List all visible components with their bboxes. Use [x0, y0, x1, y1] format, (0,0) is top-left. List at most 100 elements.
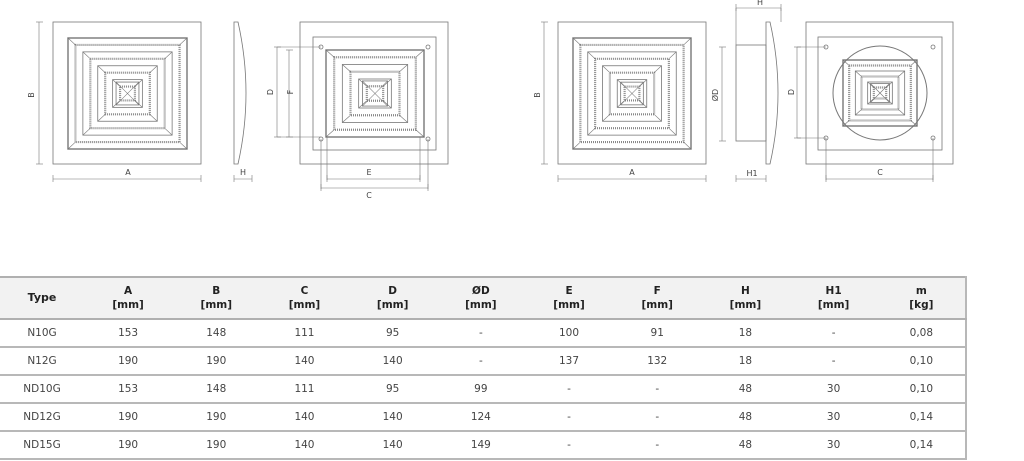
grille-corner	[910, 120, 918, 127]
grille-corner	[587, 127, 596, 136]
grille-frame	[97, 65, 158, 122]
spec-table: Type A [mm] B [mm] C [mm] D [mm] ØD [mm] E [mm] F [mm]…	[0, 276, 968, 460]
grille-corner	[842, 59, 850, 66]
grille-frame	[872, 86, 888, 100]
table-cell: -	[436, 319, 525, 348]
table-cell: 0,14	[877, 431, 968, 460]
grille-frame	[616, 79, 648, 108]
grille-corner	[97, 65, 106, 73]
back-view-inner	[817, 36, 943, 151]
grille-center	[620, 81, 644, 106]
table-cell: 100	[524, 319, 614, 348]
front-view-outer	[52, 21, 202, 165]
table-cell: 48	[701, 403, 790, 432]
grille-cross	[115, 81, 140, 106]
header-name: H1	[825, 285, 842, 297]
header-unit: [kg]	[909, 299, 934, 311]
grille-cross	[870, 83, 890, 103]
front-view-outer	[557, 21, 707, 165]
header-unit: [mm]	[641, 299, 673, 311]
header-unit: [mm]	[817, 299, 850, 311]
grille-frame	[854, 70, 906, 116]
column-header-col3: C [mm]	[260, 276, 349, 320]
label-C: C	[366, 191, 372, 200]
grille-frame	[118, 85, 137, 102]
table-cell: 0,10	[877, 375, 968, 404]
grille-frame	[579, 43, 685, 144]
label-H: H	[757, 0, 763, 7]
grille-corner	[898, 109, 905, 116]
header-unit: [mm]	[729, 299, 762, 311]
grille-corner	[179, 141, 188, 150]
table-cell: ND10G	[0, 375, 84, 404]
label-OD: ØD	[710, 89, 720, 101]
grille-corner	[683, 141, 692, 150]
label-A: A	[125, 168, 131, 177]
table-cell: 0,08	[877, 319, 968, 348]
grille-corner	[855, 70, 862, 77]
table-cell: 95	[348, 375, 437, 404]
grille-frame	[860, 75, 900, 111]
grille-corner	[325, 49, 335, 58]
table-cell: 148	[172, 319, 261, 348]
table-cell: 140	[348, 403, 437, 432]
grille-center	[115, 81, 140, 106]
screw-hole	[425, 44, 431, 50]
grille-corner	[415, 49, 425, 58]
table-cell: 124	[436, 403, 525, 432]
grille-corner	[572, 141, 581, 150]
grille-frame	[572, 37, 692, 150]
table-cell: 153	[84, 375, 173, 404]
label-A: A	[629, 168, 635, 177]
grille-corner	[855, 109, 862, 116]
table-row: N10G 153 148 111 95-100 91 18-0,08	[0, 319, 968, 348]
grille-corner	[149, 65, 158, 73]
column-header-col4: D [mm]	[348, 276, 437, 320]
grille-corner	[164, 51, 173, 60]
header-unit: [mm]	[465, 299, 497, 311]
grille-frame	[602, 65, 662, 122]
grille-corner	[179, 37, 188, 46]
table-cell: 140	[260, 431, 349, 460]
label-D: D	[787, 89, 796, 95]
grille-frame	[842, 59, 918, 127]
header-name: B	[212, 285, 221, 297]
column-header-col8: H [mm]	[701, 276, 790, 320]
table-cell: 0,10	[877, 347, 968, 376]
grille-corner	[325, 129, 335, 138]
grille-frame	[594, 57, 670, 130]
table-cell: 153	[84, 319, 173, 348]
header-name: A	[124, 285, 133, 297]
table-cell: 30	[789, 375, 878, 404]
label-D: D	[266, 89, 275, 95]
table-cell: -	[524, 403, 614, 432]
grille-corner	[653, 65, 662, 73]
grille-frame	[848, 64, 912, 122]
table-cell: -	[613, 403, 702, 432]
label-F: F	[286, 89, 295, 94]
screw-hole	[930, 44, 936, 50]
grille-corner	[97, 114, 106, 122]
grille-frame	[67, 37, 188, 150]
grille-frame	[365, 85, 385, 102]
grille-corner	[399, 115, 408, 123]
back-view-inner	[312, 36, 437, 151]
table-cell: 190	[84, 431, 173, 460]
label-B: B	[533, 92, 542, 98]
table-row: N12G 190 190 140 140-137 132 18-0,10	[0, 347, 968, 376]
grille-frame	[104, 71, 151, 116]
grille-center	[870, 83, 890, 103]
duct-spigot	[735, 44, 767, 142]
grille-corner	[602, 65, 611, 73]
grille-corner	[668, 127, 677, 136]
grille-corner	[842, 120, 850, 127]
table-row: ND12G 190 190 140 140 124- -48 30 0,14	[0, 403, 968, 432]
grille-frame	[349, 70, 401, 117]
grille-frame	[89, 57, 166, 130]
header-unit: [mm]	[288, 299, 321, 311]
column-header-col2: B [mm]	[172, 276, 261, 320]
table-cell: -	[613, 431, 702, 460]
table-cell: 48	[701, 375, 790, 404]
grille-cross	[620, 81, 644, 106]
column-header-col7: F [mm]	[613, 276, 702, 320]
